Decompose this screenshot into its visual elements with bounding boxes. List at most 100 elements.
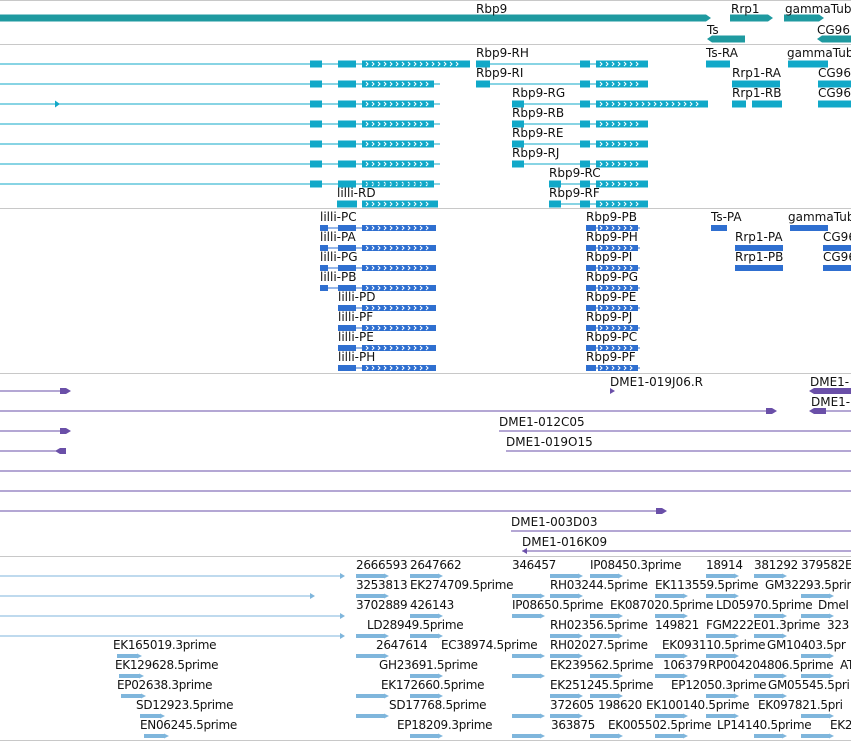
transcripts-feature-label[interactable]: Rbp9-RF [549, 186, 600, 200]
est-block[interactable] [754, 574, 782, 578]
strand-chevron[interactable] [611, 285, 615, 291]
strand-arrow-right[interactable] [340, 633, 345, 639]
transcript-exon[interactable] [338, 60, 356, 68]
strand-chevron[interactable] [407, 345, 411, 351]
protein-exon[interactable] [790, 225, 828, 231]
strand-chevron[interactable] [629, 325, 633, 331]
strand-chevron[interactable] [389, 265, 393, 271]
strand-chevron[interactable] [383, 245, 387, 251]
protein-exon[interactable] [598, 225, 638, 231]
strand-chevron[interactable] [623, 161, 627, 167]
est-block[interactable] [801, 734, 829, 738]
strand-chevron[interactable] [407, 141, 411, 147]
est-block[interactable] [590, 634, 618, 638]
strand-chevron[interactable] [455, 61, 459, 67]
strand-chevron[interactable] [617, 61, 621, 67]
strand-chevron[interactable] [377, 61, 381, 67]
strand-chevron[interactable] [395, 121, 399, 127]
strand-chevron[interactable] [623, 325, 627, 331]
strand-chevron[interactable] [365, 61, 369, 67]
strand-arrow-right[interactable] [438, 733, 443, 739]
strand-chevron[interactable] [419, 201, 423, 207]
strand-arrow-right[interactable] [384, 573, 389, 579]
ests-feature-label[interactable]: 18914 [706, 558, 743, 572]
protein-exon[interactable] [362, 365, 436, 371]
strand-chevron[interactable] [629, 201, 633, 207]
strand-chevron[interactable] [605, 245, 609, 251]
strand-chevron[interactable] [377, 225, 381, 231]
strand-chevron[interactable] [401, 121, 405, 127]
strand-arrow-right[interactable] [829, 673, 834, 679]
strand-chevron[interactable] [365, 265, 369, 271]
transcript-exon[interactable] [338, 160, 356, 168]
strand-chevron[interactable] [599, 201, 603, 207]
transcript-exon[interactable] [818, 80, 851, 88]
strand-chevron[interactable] [683, 101, 687, 107]
strand-chevron[interactable] [371, 225, 375, 231]
strand-chevron[interactable] [635, 181, 639, 187]
ests-feature-label[interactable]: 372605 [550, 698, 595, 712]
strand-arrow-right[interactable] [540, 733, 545, 739]
proteins-feature-label[interactable]: Rbp9-PC [586, 330, 638, 344]
ests-feature-label[interactable]: 2647662 [410, 558, 462, 572]
strand-chevron[interactable] [401, 161, 405, 167]
strand-chevron[interactable] [617, 265, 621, 271]
est-block[interactable] [119, 674, 139, 678]
transcript-exon[interactable] [310, 160, 322, 168]
strand-chevron[interactable] [401, 81, 405, 87]
strand-chevron[interactable] [371, 305, 375, 311]
transcripts-feature-label[interactable]: Rbp9-RG [512, 86, 566, 100]
strand-chevron[interactable] [623, 61, 627, 67]
protein-exon[interactable] [320, 245, 328, 251]
gene-block-cg96[interactable] [822, 35, 851, 43]
est-block[interactable] [356, 574, 384, 578]
transcripts-feature-label[interactable]: Rbp9-RB [512, 106, 565, 120]
est-block[interactable] [754, 614, 782, 618]
strand-chevron[interactable] [413, 365, 417, 371]
strand-chevron[interactable] [377, 325, 381, 331]
strand-arrow-right[interactable] [540, 613, 545, 619]
transcript-exon[interactable] [596, 60, 648, 68]
ests-feature-label[interactable]: 381292 [754, 558, 799, 572]
strand-arrow-right[interactable] [618, 633, 623, 639]
est-block[interactable] [754, 694, 782, 698]
est-block[interactable] [356, 654, 384, 658]
strand-arrow-right[interactable] [540, 673, 545, 679]
strand-arrow-right[interactable] [734, 593, 739, 599]
genes-feature-label[interactable]: gammaTub [785, 2, 851, 16]
strand-arrow-right[interactable] [540, 713, 545, 719]
ests-feature-label[interactable]: SD17768.5prime [389, 698, 487, 712]
strand-arrow-right[interactable] [578, 633, 583, 639]
strand-chevron[interactable] [623, 305, 627, 311]
strand-chevron[interactable] [611, 201, 615, 207]
transcript-exon[interactable] [310, 80, 322, 88]
gene-block-gammatub[interactable] [784, 14, 819, 22]
strand-chevron[interactable] [611, 245, 615, 251]
strand-chevron[interactable] [401, 225, 405, 231]
strand-chevron[interactable] [605, 101, 609, 107]
est-block[interactable] [655, 734, 683, 738]
strand-chevron[interactable] [599, 245, 603, 251]
strand-arrow-right[interactable] [819, 14, 824, 22]
proteins-feature-label[interactable]: lilli-PB [320, 270, 357, 284]
ests-feature-label[interactable]: EK129628.5prime [115, 658, 219, 672]
strand-chevron[interactable] [407, 225, 411, 231]
clones-feature-label[interactable]: DME1-012C05 [499, 415, 585, 429]
strand-chevron[interactable] [623, 345, 627, 351]
strand-chevron[interactable] [377, 101, 381, 107]
strand-chevron[interactable] [389, 245, 393, 251]
strand-chevron[interactable] [611, 305, 615, 311]
ests-feature-label[interactable]: 198620 [598, 698, 643, 712]
strand-chevron[interactable] [635, 121, 639, 127]
strand-arrow-right[interactable] [734, 573, 739, 579]
strand-arrow-right[interactable] [578, 713, 583, 719]
strand-chevron[interactable] [635, 101, 639, 107]
strand-arrow-right[interactable] [137, 653, 142, 659]
proteins-feature-label[interactable]: CG96 [823, 230, 851, 244]
strand-chevron[interactable] [377, 365, 381, 371]
transcripts-feature-label[interactable]: Rbp9-RI [476, 66, 524, 80]
strand-chevron[interactable] [629, 225, 633, 231]
strand-chevron[interactable] [407, 245, 411, 251]
strand-arrow-right[interactable] [782, 613, 787, 619]
transcript-exon[interactable] [732, 100, 746, 108]
